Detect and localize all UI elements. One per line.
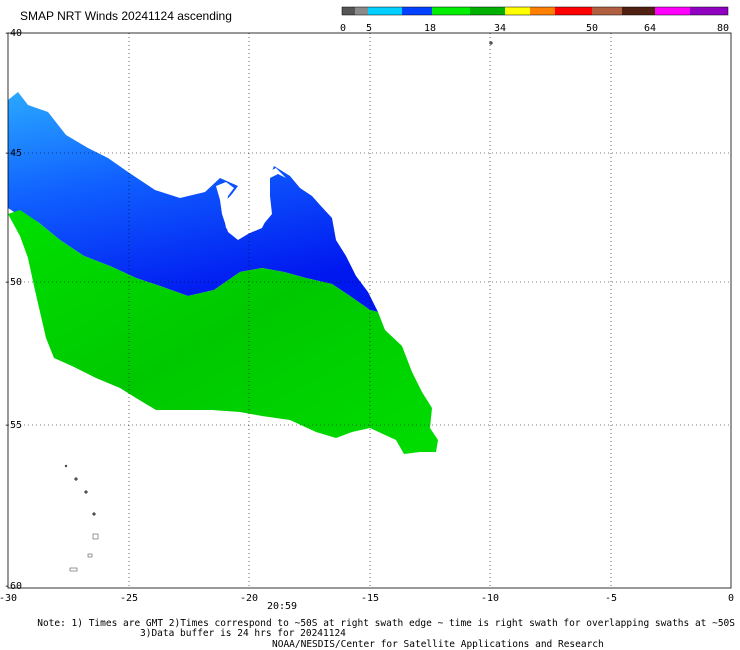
island-marker	[489, 41, 493, 45]
credit-line: NOAA/NESDIS/Center for Satellite Applica…	[272, 639, 604, 650]
y-axis: -40 -45 -50 -55 -60	[4, 28, 22, 592]
colorbar-swatch	[592, 7, 622, 15]
x-tick-label: -10	[481, 593, 499, 604]
map-grid	[8, 33, 731, 588]
wind-swath-moderate	[8, 210, 438, 454]
island-marker	[74, 477, 78, 481]
colorbar: 0 5 18 34 50 64 80	[340, 6, 729, 34]
colorbar-tick-34: 34	[494, 23, 506, 34]
colorbar-tick-50: 50	[586, 23, 598, 34]
note-line-1: Note: 1) Times are GMT 2)Times correspon…	[37, 618, 735, 629]
y-tick-label: -60	[4, 581, 22, 592]
x-tick-label: -15	[361, 593, 379, 604]
note-line-2: 3)Data buffer is 24 hrs for 20241124	[140, 628, 346, 639]
colorbar-swatch	[622, 7, 655, 15]
colorbar-swatch	[470, 7, 505, 15]
swath-gap	[216, 168, 286, 240]
y-tick-label: -45	[4, 148, 22, 159]
x-tick-label: -5	[605, 593, 617, 604]
plot-frame	[7, 32, 732, 589]
colorbar-swatch	[505, 7, 530, 15]
island-marker	[87, 553, 93, 558]
map-title: SMAP NRT Winds 20241124 ascending	[20, 9, 232, 23]
x-axis: -30 -25 -20 -15 -10 -5 0	[0, 593, 734, 604]
island-marker	[69, 567, 78, 572]
colorbar-tick-5: 5	[366, 23, 372, 34]
island-marker	[92, 512, 96, 516]
island-marker	[92, 533, 99, 540]
colorbar-swatch	[530, 7, 555, 15]
x-tick-label: -25	[120, 593, 138, 604]
y-tick-label: -40	[4, 28, 22, 39]
colorbar-tick-80: 80	[717, 23, 729, 34]
colorbar-swatch	[432, 7, 470, 15]
colorbar-swatch	[355, 7, 368, 15]
land-fragments	[64, 41, 493, 572]
colorbar-tick-18: 18	[424, 23, 436, 34]
swath-time-label: 20:59	[267, 601, 297, 612]
colorbar-tick-64: 64	[644, 23, 656, 34]
y-tick-label: -50	[4, 277, 22, 288]
colorbar-frame	[341, 6, 729, 16]
colorbar-swatch	[368, 7, 402, 15]
colorbar-swatches	[342, 7, 728, 15]
colorbar-swatch	[690, 7, 728, 15]
colorbar-swatch	[555, 7, 592, 15]
x-tick-label: 0	[728, 593, 734, 604]
island-marker	[84, 490, 88, 494]
y-tick-label: -55	[4, 420, 22, 431]
colorbar-swatch	[655, 7, 690, 15]
colorbar-swatch	[342, 7, 355, 15]
x-tick-label: -30	[0, 593, 17, 604]
wind-swath-low	[8, 92, 378, 312]
colorbar-tick-0: 0	[340, 23, 346, 34]
colorbar-swatch	[402, 7, 432, 15]
x-tick-label: -20	[240, 593, 258, 604]
island-marker	[64, 464, 68, 468]
